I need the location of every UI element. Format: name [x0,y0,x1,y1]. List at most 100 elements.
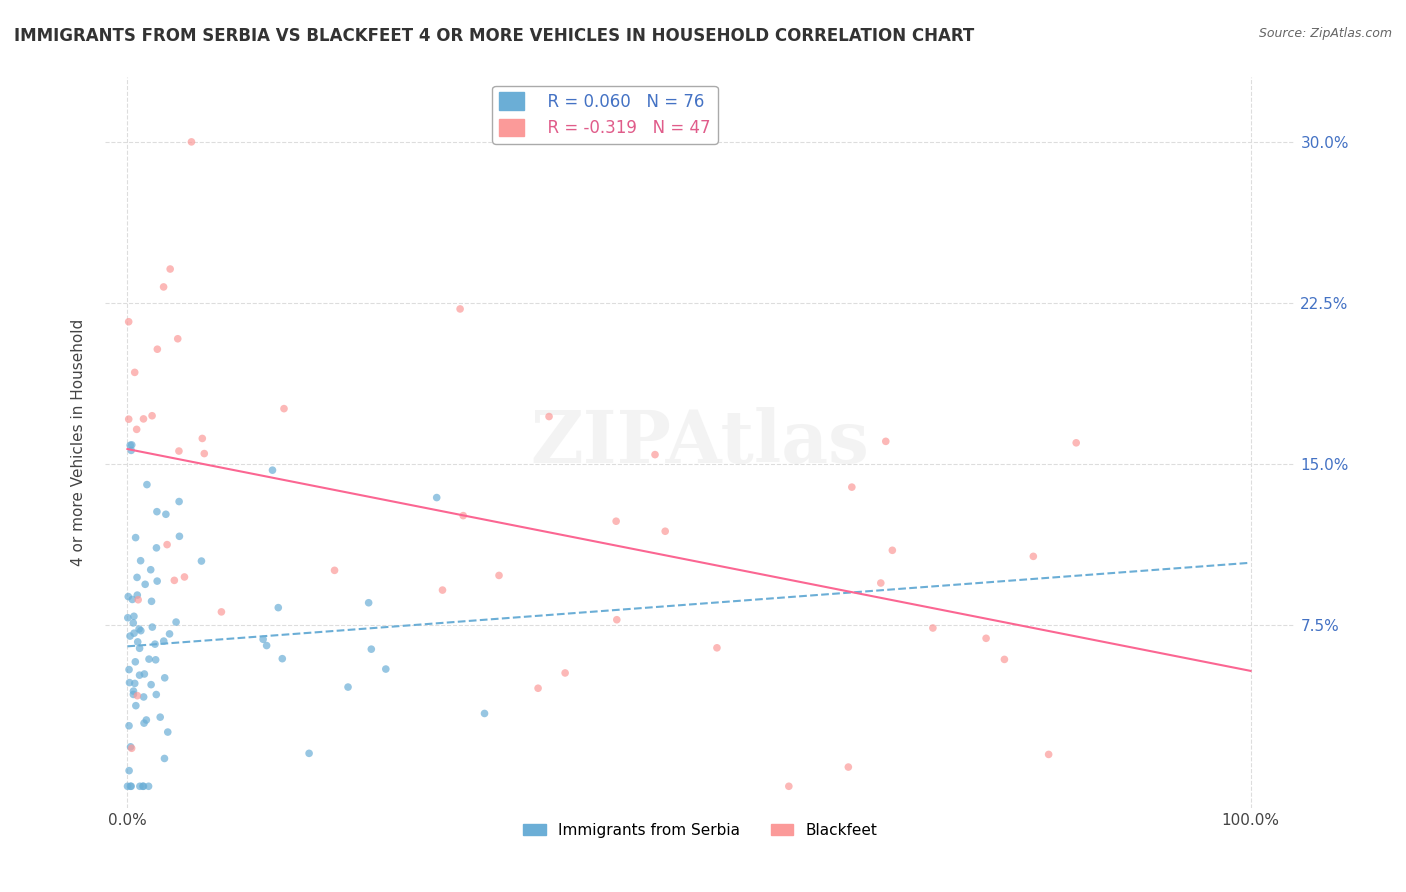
Point [778,779,800,793]
Y-axis label: 4 or more Vehicles in Household: 4 or more Vehicles in Household [72,319,86,566]
Point [166,332,188,346]
Point [1022,549,1045,564]
Point [136,477,159,491]
Point [117,611,139,625]
Text: Source: ZipAtlas.com: Source: ZipAtlas.com [1258,27,1392,40]
Point [139,563,162,577]
Point [132,412,155,426]
Point [132,779,155,793]
Point [122,626,145,640]
Point [337,680,360,694]
Point [124,655,146,669]
Point [120,438,142,452]
Point [262,463,284,477]
Point [644,448,666,462]
Point [141,409,163,423]
Point [474,706,496,721]
Point [118,675,141,690]
Point [974,632,997,646]
Point [145,541,167,555]
Point [121,438,143,452]
Point [141,620,163,634]
Point [135,713,157,727]
Point [127,635,149,649]
Point [146,505,169,519]
Point [118,764,141,778]
Point [163,574,186,588]
Point [141,594,163,608]
Point [837,760,859,774]
Point [167,444,190,458]
Point [554,665,576,680]
Point [882,543,904,558]
Point [606,613,628,627]
Point [374,662,396,676]
Point [121,741,143,756]
Point [145,688,167,702]
Point [145,653,167,667]
Point [127,588,149,602]
Point [426,491,449,505]
Point [146,574,169,588]
Text: IMMIGRANTS FROM SERBIA VS BLACKFEET 4 OR MORE VEHICLES IN HOUSEHOLD CORRELATION : IMMIGRANTS FROM SERBIA VS BLACKFEET 4 OR… [14,27,974,45]
Point [869,576,891,591]
Point [138,652,160,666]
Point [129,624,152,638]
Point [127,689,149,703]
Point [124,676,146,690]
Point [159,627,181,641]
Point [149,710,172,724]
Point [122,609,145,624]
Point [125,698,148,713]
Point [169,529,191,543]
Point [128,779,150,793]
Point [191,432,214,446]
Point [125,422,148,436]
Point [124,365,146,379]
Point [273,401,295,416]
Point [267,600,290,615]
Point [118,315,141,329]
Point [357,596,380,610]
Point [922,621,945,635]
Point [156,725,179,739]
Point [360,642,382,657]
Text: ZIPAtlas: ZIPAtlas [531,407,870,478]
Point [190,554,212,568]
Point [143,637,166,651]
Point [120,779,142,793]
Point [120,739,142,754]
Point [122,684,145,698]
Point [156,538,179,552]
Point [298,747,321,761]
Point [1064,435,1087,450]
Point [153,751,176,765]
Point [152,634,174,648]
Point [138,779,160,793]
Point [117,590,139,604]
Point [118,719,141,733]
Point [488,568,510,582]
Point [132,779,155,793]
Point [165,615,187,629]
Point [120,443,142,458]
Point [146,342,169,356]
Point [134,577,156,591]
Point [128,641,150,656]
Point [449,301,471,316]
Point [132,690,155,704]
Point [323,563,346,577]
Point [155,508,177,522]
Point [252,632,274,647]
Point [538,409,561,424]
Point [117,779,139,793]
Point [605,514,627,528]
Point [654,524,676,539]
Point [134,667,156,681]
Point [132,716,155,731]
Point [159,262,181,277]
Point [173,570,195,584]
Point [122,688,145,702]
Point [451,508,474,523]
Point [128,622,150,636]
